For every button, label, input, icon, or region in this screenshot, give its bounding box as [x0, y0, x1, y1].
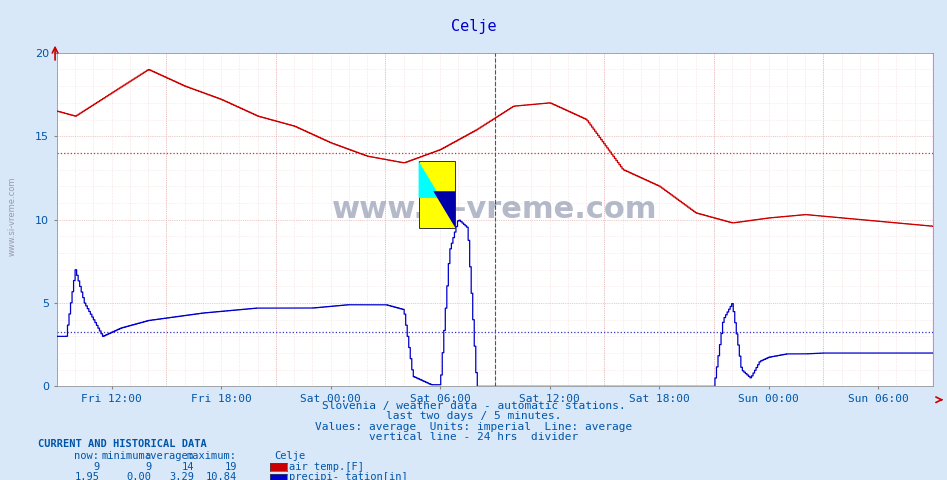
Text: 3.29: 3.29 — [170, 472, 194, 480]
Text: Celje: Celje — [275, 451, 306, 460]
Text: 10.84: 10.84 — [205, 472, 237, 480]
Text: CURRENT AND HISTORICAL DATA: CURRENT AND HISTORICAL DATA — [38, 439, 206, 449]
Text: vertical line - 24 hrs  divider: vertical line - 24 hrs divider — [369, 432, 578, 442]
Text: precipi- tation[in]: precipi- tation[in] — [289, 472, 407, 480]
Text: maximum:: maximum: — [187, 451, 237, 460]
Text: www.si-vreme.com: www.si-vreme.com — [332, 195, 657, 224]
Text: Values: average  Units: imperial  Line: average: Values: average Units: imperial Line: av… — [314, 422, 633, 432]
Text: 9: 9 — [93, 462, 99, 471]
Text: air temp.[F]: air temp.[F] — [289, 462, 364, 471]
Polygon shape — [434, 191, 456, 228]
Text: last two days / 5 minutes.: last two days / 5 minutes. — [385, 411, 562, 421]
Text: 1.95: 1.95 — [75, 472, 99, 480]
Text: minimum:: minimum: — [101, 451, 152, 460]
Text: 9: 9 — [145, 462, 152, 471]
Text: now:: now: — [75, 451, 99, 460]
Text: average:: average: — [144, 451, 194, 460]
Polygon shape — [419, 161, 440, 198]
Text: Slovenia / weather data - automatic stations.: Slovenia / weather data - automatic stat… — [322, 401, 625, 410]
Text: 19: 19 — [224, 462, 237, 471]
Text: www.si-vreme.com: www.si-vreme.com — [8, 176, 17, 256]
Text: Celje: Celje — [451, 19, 496, 34]
Text: 14: 14 — [182, 462, 194, 471]
Text: 0.00: 0.00 — [127, 472, 152, 480]
Bar — [419, 161, 456, 228]
